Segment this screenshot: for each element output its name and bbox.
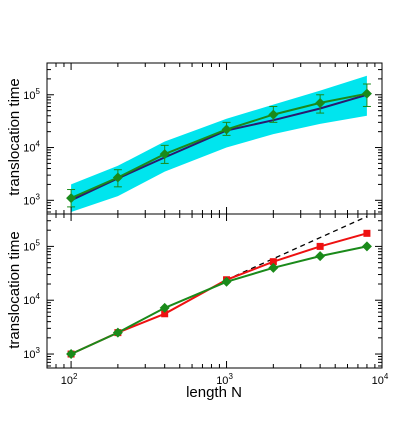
diamond-marker (361, 241, 372, 252)
diamond-marker (221, 124, 232, 135)
square-marker (161, 310, 169, 318)
series-0 (226, 215, 368, 281)
y-tick-label: 103 (23, 192, 40, 207)
diamond-marker (315, 97, 326, 108)
y-tick-label: 105 (23, 238, 40, 253)
y-tick-label: 104 (23, 292, 40, 307)
x-tick-label: 103 (216, 372, 233, 387)
diamond-marker (66, 349, 77, 360)
bottom-panel: 103 104 105 102 103 104 (23, 213, 389, 387)
diamond-marker (221, 276, 232, 287)
diamond-marker (159, 302, 170, 313)
y-tick-label: 103 (23, 346, 40, 361)
top-panel: 103 104 105 (23, 62, 383, 215)
series-1 (67, 229, 371, 358)
x-axis-label: length N (186, 384, 242, 401)
plot-frame (46, 213, 383, 369)
square-marker (316, 242, 324, 250)
diamond-marker (361, 88, 372, 99)
confidence-band (71, 75, 367, 212)
diamond-marker (112, 172, 123, 183)
series-2-line (70, 245, 368, 355)
top-y-axis-label: translocation time (6, 78, 23, 196)
y-tick-label: 105 (23, 87, 40, 102)
series-1 (66, 83, 372, 208)
y-tick-label: 104 (23, 140, 40, 155)
bottom-y-axis-label: translocation time (6, 231, 23, 349)
diamond-marker (268, 109, 279, 120)
square-marker (269, 258, 277, 266)
series-2 (66, 241, 372, 360)
x-tick-label: 104 (372, 372, 389, 387)
series-0-line (226, 215, 368, 281)
diamond-marker (315, 251, 326, 262)
diamond-marker (66, 193, 77, 204)
diamond-marker (112, 327, 123, 338)
diamond-marker (159, 149, 170, 160)
x-tick-label: 102 (61, 372, 78, 387)
square-marker (363, 229, 371, 237)
diamond-marker (268, 262, 279, 273)
